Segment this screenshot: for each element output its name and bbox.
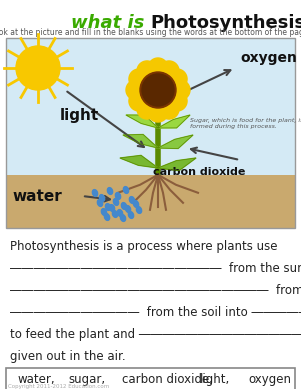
Text: Copyright 2011-2012 Education.com: Copyright 2011-2012 Education.com	[8, 384, 109, 389]
Text: carbon dioxide,: carbon dioxide,	[122, 373, 213, 385]
Ellipse shape	[105, 203, 111, 210]
Text: ―――――――――――  from the soil into ―――――――――――: ――――――――――― from the soil into ―――――――――…	[10, 306, 301, 319]
Text: given out in the air.: given out in the air.	[10, 350, 126, 363]
Bar	[6, 368, 295, 389]
Bar	[6, 175, 295, 228]
Text: sugar,: sugar,	[68, 373, 105, 385]
Circle shape	[142, 74, 174, 106]
Circle shape	[148, 102, 168, 122]
Text: what is: what is	[71, 14, 150, 32]
Circle shape	[167, 69, 187, 89]
Ellipse shape	[97, 200, 103, 207]
Polygon shape	[120, 155, 158, 168]
Text: water: water	[12, 189, 62, 203]
Ellipse shape	[128, 212, 134, 218]
Ellipse shape	[109, 205, 115, 211]
Text: ――――――――――――――――――――――  from the air and: ―――――――――――――――――――――― from the air and	[10, 284, 301, 297]
Text: water,: water,	[18, 373, 56, 385]
Circle shape	[129, 69, 149, 89]
Ellipse shape	[136, 207, 142, 214]
Text: light: light	[60, 107, 99, 123]
Text: light,: light,	[200, 373, 230, 385]
Polygon shape	[158, 158, 196, 171]
Ellipse shape	[117, 210, 123, 216]
Text: Photosynthesis is a process where plants use: Photosynthesis is a process where plants…	[10, 240, 278, 253]
Text: to feed the plant and ――――――――――――――――  is: to feed the plant and ―――――――――――――――― i…	[10, 328, 301, 341]
Polygon shape	[123, 135, 158, 148]
Polygon shape	[126, 115, 158, 128]
Circle shape	[159, 99, 179, 119]
Polygon shape	[158, 135, 193, 149]
Ellipse shape	[123, 187, 129, 193]
Ellipse shape	[112, 210, 118, 217]
Circle shape	[137, 99, 157, 119]
Circle shape	[167, 91, 187, 111]
Text: Sugar, which is food for the plant, is
formed during this process.: Sugar, which is food for the plant, is f…	[190, 118, 301, 129]
Circle shape	[148, 58, 168, 78]
Ellipse shape	[107, 187, 113, 194]
Circle shape	[170, 80, 190, 100]
Ellipse shape	[129, 196, 135, 203]
Ellipse shape	[113, 199, 119, 205]
Text: Photosynthesis: Photosynthesis	[150, 14, 301, 32]
Text: Look at the picture and fill in the blanks using the words at the bottom of the : Look at the picture and fill in the blan…	[0, 28, 301, 37]
Ellipse shape	[115, 193, 121, 200]
Circle shape	[140, 72, 176, 108]
Ellipse shape	[133, 201, 139, 207]
Ellipse shape	[92, 189, 98, 196]
Ellipse shape	[125, 206, 131, 212]
Circle shape	[16, 46, 60, 90]
Ellipse shape	[99, 194, 105, 202]
Circle shape	[129, 91, 149, 111]
Circle shape	[137, 61, 157, 81]
Ellipse shape	[104, 214, 110, 221]
Circle shape	[159, 61, 179, 81]
Text: oxygen: oxygen	[248, 373, 291, 385]
Polygon shape	[158, 115, 190, 128]
Bar	[6, 38, 295, 228]
Text: ――――――――――――――――――  from the sun to convert: ―――――――――――――――――― from the sun to conve…	[10, 262, 301, 275]
Ellipse shape	[101, 209, 107, 216]
Text: oxygen: oxygen	[240, 51, 297, 65]
Circle shape	[126, 80, 146, 100]
Ellipse shape	[121, 203, 127, 209]
Bar	[6, 38, 295, 175]
Text: carbon dioxide: carbon dioxide	[153, 167, 245, 177]
Ellipse shape	[120, 215, 126, 221]
